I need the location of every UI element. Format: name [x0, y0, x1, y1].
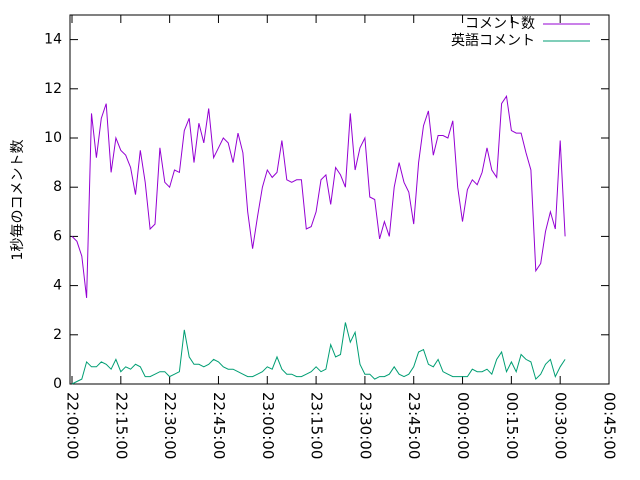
x-tick-label: 22:30:00: [161, 392, 179, 459]
legend-label: コメント数: [465, 16, 535, 32]
x-tick-label: 00:15:00: [503, 392, 521, 459]
x-tick-label: 00:45:00: [601, 392, 619, 459]
y-tick-label: 6: [53, 228, 62, 244]
y-tick-label: 8: [53, 179, 62, 195]
x-tick-label: 22:00:00: [64, 392, 82, 459]
x-tick-label: 00:30:00: [552, 392, 570, 459]
series-line: [71, 322, 566, 385]
x-tick-label: 23:30:00: [356, 392, 374, 459]
x-tick-label: 23:15:00: [308, 392, 326, 459]
plot-border: [69, 14, 610, 385]
y-tick-label: 10: [44, 130, 62, 146]
y-tick-label: 4: [53, 278, 62, 294]
x-tick-label: 22:15:00: [112, 392, 130, 459]
x-tick-label: 23:45:00: [405, 392, 423, 459]
x-tick-label: 23:00:00: [259, 392, 277, 459]
y-tick-label: 12: [44, 81, 62, 97]
x-tick-label: 00:00:00: [454, 392, 472, 459]
series-line: [71, 94, 566, 298]
y-tick-label: 0: [53, 376, 62, 392]
y-tick-label: 14: [44, 32, 62, 48]
y-tick-label: 2: [53, 327, 62, 343]
y-axis-label: 1秒毎のコメント数: [10, 140, 26, 261]
x-tick-label: 22:45:00: [210, 392, 228, 459]
legend-label: 英語コメント: [451, 32, 535, 49]
